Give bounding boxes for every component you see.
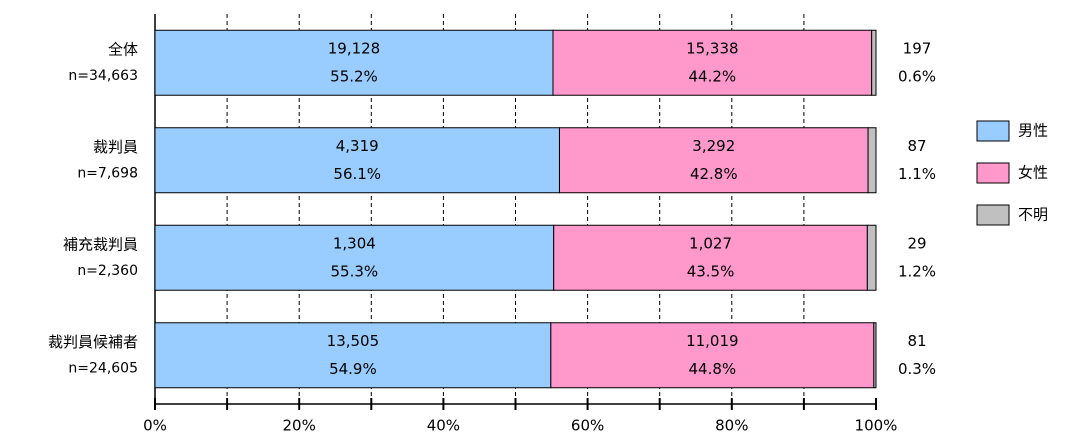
bar-segment — [871, 29, 877, 96]
value-label: 44.2% — [689, 67, 737, 85]
legend-swatch — [976, 120, 1010, 142]
bar-segment — [866, 224, 877, 291]
bar-segment — [867, 127, 877, 194]
x-tick-label: 0% — [143, 417, 167, 435]
bar-segment — [553, 224, 868, 291]
value-label: 44.8% — [689, 360, 737, 378]
value-label: 54.9% — [329, 360, 377, 378]
bar-segment — [873, 322, 877, 389]
value-label: 42.8% — [690, 165, 738, 183]
value-label: 1.2% — [898, 262, 936, 280]
category-label: 裁判員候補者 — [48, 333, 138, 351]
bar-segment — [558, 127, 869, 194]
bar-segment — [154, 29, 554, 96]
count-label: 1,304 — [333, 234, 376, 252]
value-label: 1.1% — [898, 165, 936, 183]
category-label: 全体 — [108, 40, 138, 58]
sample-size-label: n=7,698 — [77, 165, 138, 181]
legend-label: 不明 — [1018, 206, 1048, 224]
legend-label: 男性 — [1018, 122, 1048, 140]
count-label: 1,027 — [689, 234, 732, 252]
legend-swatch — [976, 162, 1010, 184]
value-label: 0.6% — [898, 67, 936, 85]
value-label: 55.3% — [331, 262, 379, 280]
x-tick-label: 20% — [283, 417, 316, 435]
count-label: 87 — [907, 137, 926, 155]
x-tick-label: 80% — [715, 417, 748, 435]
category-label: 補充裁判員 — [63, 235, 138, 253]
bar-segment — [552, 29, 873, 96]
count-label: 3,292 — [692, 137, 735, 155]
count-label: 13,505 — [327, 332, 380, 350]
count-label: 15,338 — [686, 39, 739, 57]
bar-segment — [154, 322, 552, 389]
x-tick-label: 100% — [855, 417, 898, 435]
count-label: 197 — [903, 39, 932, 57]
count-label: 19,128 — [328, 39, 381, 57]
x-tick-label: 40% — [427, 417, 460, 435]
count-label: 81 — [907, 332, 926, 350]
count-label: 11,019 — [686, 332, 739, 350]
legend-swatch — [976, 204, 1010, 226]
value-label: 55.2% — [330, 67, 378, 85]
value-label: 43.5% — [687, 262, 735, 280]
sample-size-label: n=24,605 — [68, 360, 138, 376]
sample-size-label: n=2,360 — [77, 263, 138, 279]
value-label: 0.3% — [898, 360, 936, 378]
x-tick-label: 60% — [571, 417, 604, 435]
count-label: 4,319 — [336, 137, 379, 155]
legend-label: 女性 — [1018, 164, 1048, 182]
sample-size-label: n=34,663 — [68, 68, 138, 84]
bar-segment — [550, 322, 875, 389]
bar-segment — [154, 127, 560, 194]
count-label: 29 — [907, 234, 926, 252]
category-label: 裁判員 — [93, 138, 138, 156]
bar-segment — [154, 224, 555, 291]
value-label: 56.1% — [333, 165, 381, 183]
